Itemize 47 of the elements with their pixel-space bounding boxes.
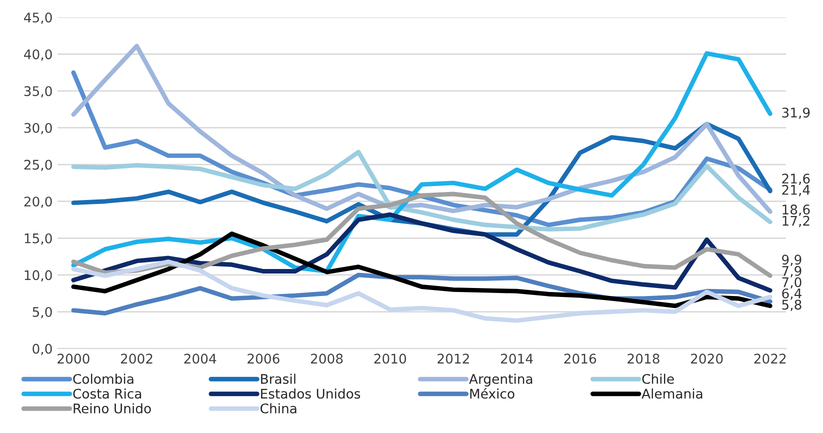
data-label: 5,8 <box>782 300 802 312</box>
y-tick-label: 5,0 <box>32 306 52 318</box>
x-tick-label: 2016 <box>564 354 596 364</box>
data-label: 6,4 <box>782 288 802 300</box>
y-tick-label: 0,0 <box>32 344 52 356</box>
x-tick-label: 2008 <box>310 354 343 364</box>
legend-label: Reino Unido <box>74 403 151 414</box>
line-series <box>71 150 772 232</box>
line-series <box>71 212 772 293</box>
legend-label: Alemania <box>642 388 702 399</box>
data-label: 9,9 <box>782 254 802 266</box>
x-tick-label: 2010 <box>374 354 406 364</box>
x-tick-label: 2006 <box>248 354 280 364</box>
legend-label: Colombia <box>73 374 134 384</box>
data-label: 17,2 <box>782 216 810 228</box>
y-tick-label: 35,0 <box>24 86 52 98</box>
y-tick-label: 20,0 <box>24 196 52 208</box>
x-tick-label: 2012 <box>438 354 469 364</box>
data-label: 21,4 <box>782 184 810 196</box>
x-tick-label: 2020 <box>690 354 723 364</box>
x-tick-label: 2004 <box>184 354 216 364</box>
y-tick-label: 45,0 <box>24 12 52 24</box>
x-tick-label: 2018 <box>628 354 660 364</box>
y-tick-label: 30,0 <box>24 122 52 134</box>
x-tick-label: 2014 <box>500 354 533 364</box>
data-label: 31,9 <box>782 108 810 119</box>
legend-label: Brasil <box>261 374 296 384</box>
y-tick-label: 40,0 <box>24 49 52 61</box>
legend-label: Argentina <box>469 374 532 386</box>
y-tick-label: 10,0 <box>24 270 52 282</box>
x-tick-label: 2002 <box>120 354 152 364</box>
x-tick-label: 2022 <box>754 354 786 364</box>
line-series <box>71 259 772 323</box>
y-tick-label: 25,0 <box>24 160 52 172</box>
data-label: 7,9 <box>782 266 802 278</box>
line-series <box>71 44 772 214</box>
data-label: 21,6 <box>782 174 810 185</box>
line-series <box>71 232 772 308</box>
y-tick-label: 15,0 <box>24 233 52 245</box>
x-tick-label: 2000 <box>58 354 90 364</box>
legend-label: Chile <box>642 374 674 384</box>
data-label: 18,6 <box>782 204 810 216</box>
data-label: 7,0 <box>782 277 802 289</box>
legend-label: China <box>260 403 296 414</box>
legend-label: México <box>470 388 514 399</box>
legend-label: Costa Rica <box>73 388 142 399</box>
legend-label: Estados Unidos <box>261 388 360 399</box>
